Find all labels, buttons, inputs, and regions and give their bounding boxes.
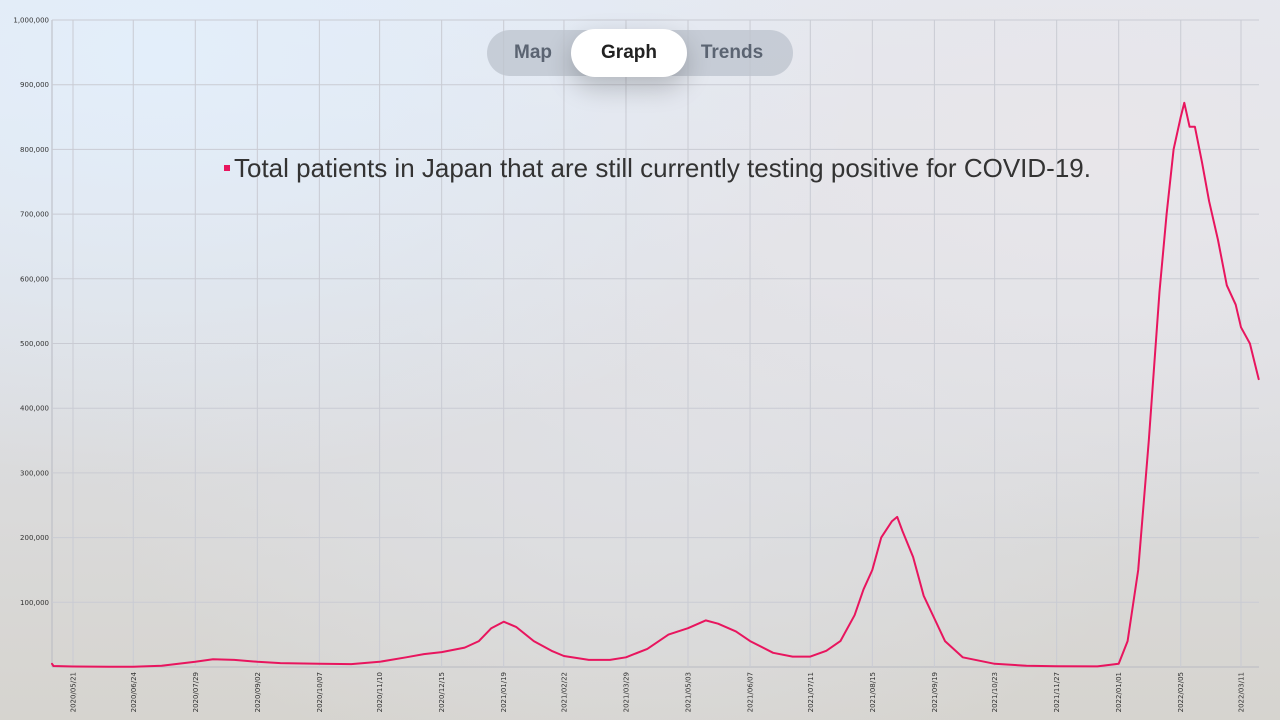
view-segmented-control: Map Graph Trends <box>487 29 793 77</box>
x-tick-label: 2021/01/19 <box>500 672 508 712</box>
y-tick-label: 1,000,000 <box>13 17 49 25</box>
y-tick-label: 300,000 <box>20 469 49 477</box>
x-tick-label: 2021/11/27 <box>1053 672 1061 712</box>
y-tick-label: 500,000 <box>20 340 49 348</box>
x-tick-label: 2020/12/15 <box>438 672 446 712</box>
tab-map[interactable]: Map <box>514 42 552 63</box>
y-tick-label: 600,000 <box>20 275 49 283</box>
legend-swatch <box>224 165 230 171</box>
x-tick-label: 2021/03/29 <box>622 672 630 712</box>
y-axis: 100,000 200,000 300,000 400,000 500,000 600,0… <box>13 17 49 607</box>
y-tick-label: 100,000 <box>20 599 49 607</box>
chart-grid <box>51 19 1259 668</box>
x-tick-label: 2022/02/05 <box>1177 672 1185 712</box>
x-axis: 2020/05/21 2020/06/24 2020/07/29 2020/09/02… <box>70 671 1246 712</box>
tab-graph[interactable]: Graph <box>571 29 687 77</box>
x-tick-label: 2020/11/10 <box>376 672 384 712</box>
x-tick-label: 2020/07/29 <box>192 672 200 712</box>
y-tick-label: 200,000 <box>20 534 49 542</box>
x-tick-label: 2022/03/11 <box>1238 672 1246 712</box>
y-tick-label: 900,000 <box>20 81 49 89</box>
tab-trends[interactable]: Trends <box>700 42 764 63</box>
x-tick-label: 2020/06/24 <box>130 671 138 712</box>
x-tick-label: 2020/10/07 <box>316 672 324 712</box>
x-tick-label: 2021/07/11 <box>807 672 815 712</box>
x-tick-label: 2020/09/02 <box>254 672 262 712</box>
series-line-0 <box>51 101 1260 668</box>
y-tick-label: 800,000 <box>20 146 49 154</box>
chart-legend: Total patients in Japan that are still c… <box>224 150 1091 186</box>
y-tick-label: 700,000 <box>20 211 49 219</box>
x-tick-label: 2021/05/03 <box>685 672 693 712</box>
x-tick-label: 2022/01/01 <box>1115 672 1123 712</box>
x-tick-label: 2020/05/21 <box>70 672 78 712</box>
chart-series <box>51 101 1260 668</box>
y-tick-label: 400,000 <box>20 405 49 413</box>
x-tick-label: 2021/06/07 <box>747 672 755 712</box>
legend-entry: Total patients in Japan that are still c… <box>234 152 1091 183</box>
x-tick-label: 2021/10/23 <box>991 672 999 712</box>
x-tick-label: 2021/02/22 <box>560 672 568 712</box>
x-tick-label: 2021/08/15 <box>869 672 877 712</box>
x-tick-label: 2021/09/19 <box>931 672 939 712</box>
